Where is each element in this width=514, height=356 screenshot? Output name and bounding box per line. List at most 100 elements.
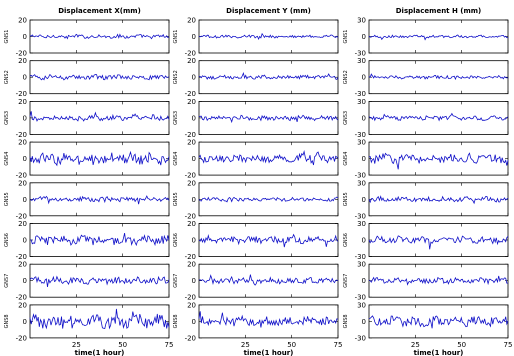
series-line	[29, 275, 170, 287]
y-tick-label: 20	[18, 57, 27, 65]
y-tick-label: -20	[185, 334, 196, 342]
row-label: GNS4	[4, 152, 10, 166]
y-tick-label: -20	[185, 90, 196, 98]
y-tick-label: -20	[16, 294, 27, 302]
y-tick-label: 0	[23, 114, 27, 122]
y-tick-label: 0	[362, 318, 366, 326]
y-tick-label: 0	[192, 237, 196, 245]
series-line	[198, 274, 339, 286]
column-title: Displacement X(mm)	[58, 7, 141, 15]
series-line	[368, 235, 509, 250]
y-tick-label: 20	[18, 179, 27, 187]
y-tick-label: 30	[357, 17, 366, 25]
y-tick-label: 0	[362, 155, 366, 163]
y-tick-label: 20	[187, 179, 196, 187]
y-tick-label: 0	[192, 318, 196, 326]
y-tick-label: 20	[18, 98, 27, 106]
row-label: GNS5	[4, 192, 10, 206]
x-tick-label: 75	[334, 341, 343, 349]
series-line	[198, 233, 339, 248]
subplot	[368, 182, 509, 217]
row-label: GNS2	[4, 70, 10, 84]
row-label: GNS5	[173, 192, 179, 206]
y-tick-label: 0	[192, 33, 196, 41]
y-tick-label: 20	[187, 17, 196, 25]
row-label: GNS6	[173, 233, 179, 247]
y-tick-label: 20	[187, 98, 196, 106]
y-tick-label: 0	[23, 277, 27, 285]
x-tick-label: 75	[504, 341, 513, 349]
subplot	[29, 60, 170, 95]
series-line	[29, 195, 170, 205]
subplot	[368, 141, 509, 176]
y-tick-label: 20	[187, 261, 196, 269]
y-tick-label: 0	[23, 196, 27, 204]
series-line	[29, 33, 170, 40]
y-tick-label: 20	[18, 261, 27, 269]
column-title: Displacement H (mm)	[396, 7, 482, 15]
y-tick-label: 0	[23, 33, 27, 41]
y-tick-label: 0	[23, 237, 27, 245]
series-line	[29, 111, 170, 122]
row-label: GNS7	[173, 274, 179, 288]
y-tick-label: 0	[192, 114, 196, 122]
x-tick-label: 50	[287, 341, 296, 349]
series-line	[29, 150, 170, 167]
y-tick-label: -30	[355, 50, 366, 58]
series-line	[368, 152, 509, 170]
y-tick-label: 0	[362, 114, 366, 122]
x-tick-label: 25	[241, 341, 250, 349]
y-tick-label: 30	[357, 261, 366, 269]
y-tick-label: 0	[362, 74, 366, 82]
subplot	[29, 304, 170, 339]
subplot	[198, 101, 339, 135]
y-tick-label: 0	[23, 74, 27, 82]
y-tick-label: -20	[185, 50, 196, 58]
y-tick-label: 30	[357, 301, 366, 309]
series-line	[198, 32, 339, 40]
y-tick-label: 0	[23, 155, 27, 163]
series-line	[368, 275, 508, 286]
row-label: GNS1	[4, 30, 10, 44]
subplot-frame	[29, 141, 170, 176]
y-tick-label: -30	[355, 334, 366, 342]
y-tick-label: -30	[355, 90, 366, 98]
subplot-frame	[198, 304, 339, 339]
y-tick-label: -20	[16, 212, 27, 220]
y-tick-label: 20	[187, 220, 196, 228]
subplot-frame	[198, 60, 339, 95]
subplot	[29, 263, 170, 298]
y-tick-label: -30	[355, 172, 366, 180]
y-tick-label: -20	[185, 212, 196, 220]
row-label: GNS6	[343, 233, 349, 247]
subplot	[368, 304, 509, 339]
row-label: GNS7	[343, 274, 349, 288]
y-tick-label: 30	[357, 139, 366, 147]
row-label: GNS3	[4, 111, 10, 125]
y-tick-label: 0	[362, 196, 366, 204]
subplot	[29, 223, 170, 257]
row-label: GNS4	[173, 152, 179, 166]
x-axis-label: time(1 hour)	[244, 349, 294, 356]
series-line	[198, 150, 339, 166]
subplot	[368, 19, 509, 54]
subplot	[368, 263, 509, 298]
subplot	[198, 304, 339, 339]
subplot	[368, 223, 509, 257]
series-line	[368, 315, 509, 329]
row-label: GNS4	[343, 152, 349, 166]
y-tick-label: -20	[185, 253, 196, 261]
subplot	[29, 101, 170, 135]
y-tick-label: -30	[355, 253, 366, 261]
row-label: GNS8	[173, 314, 179, 328]
y-tick-label: 30	[357, 98, 366, 106]
row-label: GNS8	[343, 314, 349, 328]
y-tick-label: 20	[18, 301, 27, 309]
x-tick-label: 25	[72, 341, 81, 349]
subplot	[198, 182, 339, 217]
subplot	[29, 141, 170, 176]
row-label: GNS2	[343, 70, 349, 84]
row-label: GNS8	[4, 314, 10, 328]
y-tick-label: -30	[355, 212, 366, 220]
